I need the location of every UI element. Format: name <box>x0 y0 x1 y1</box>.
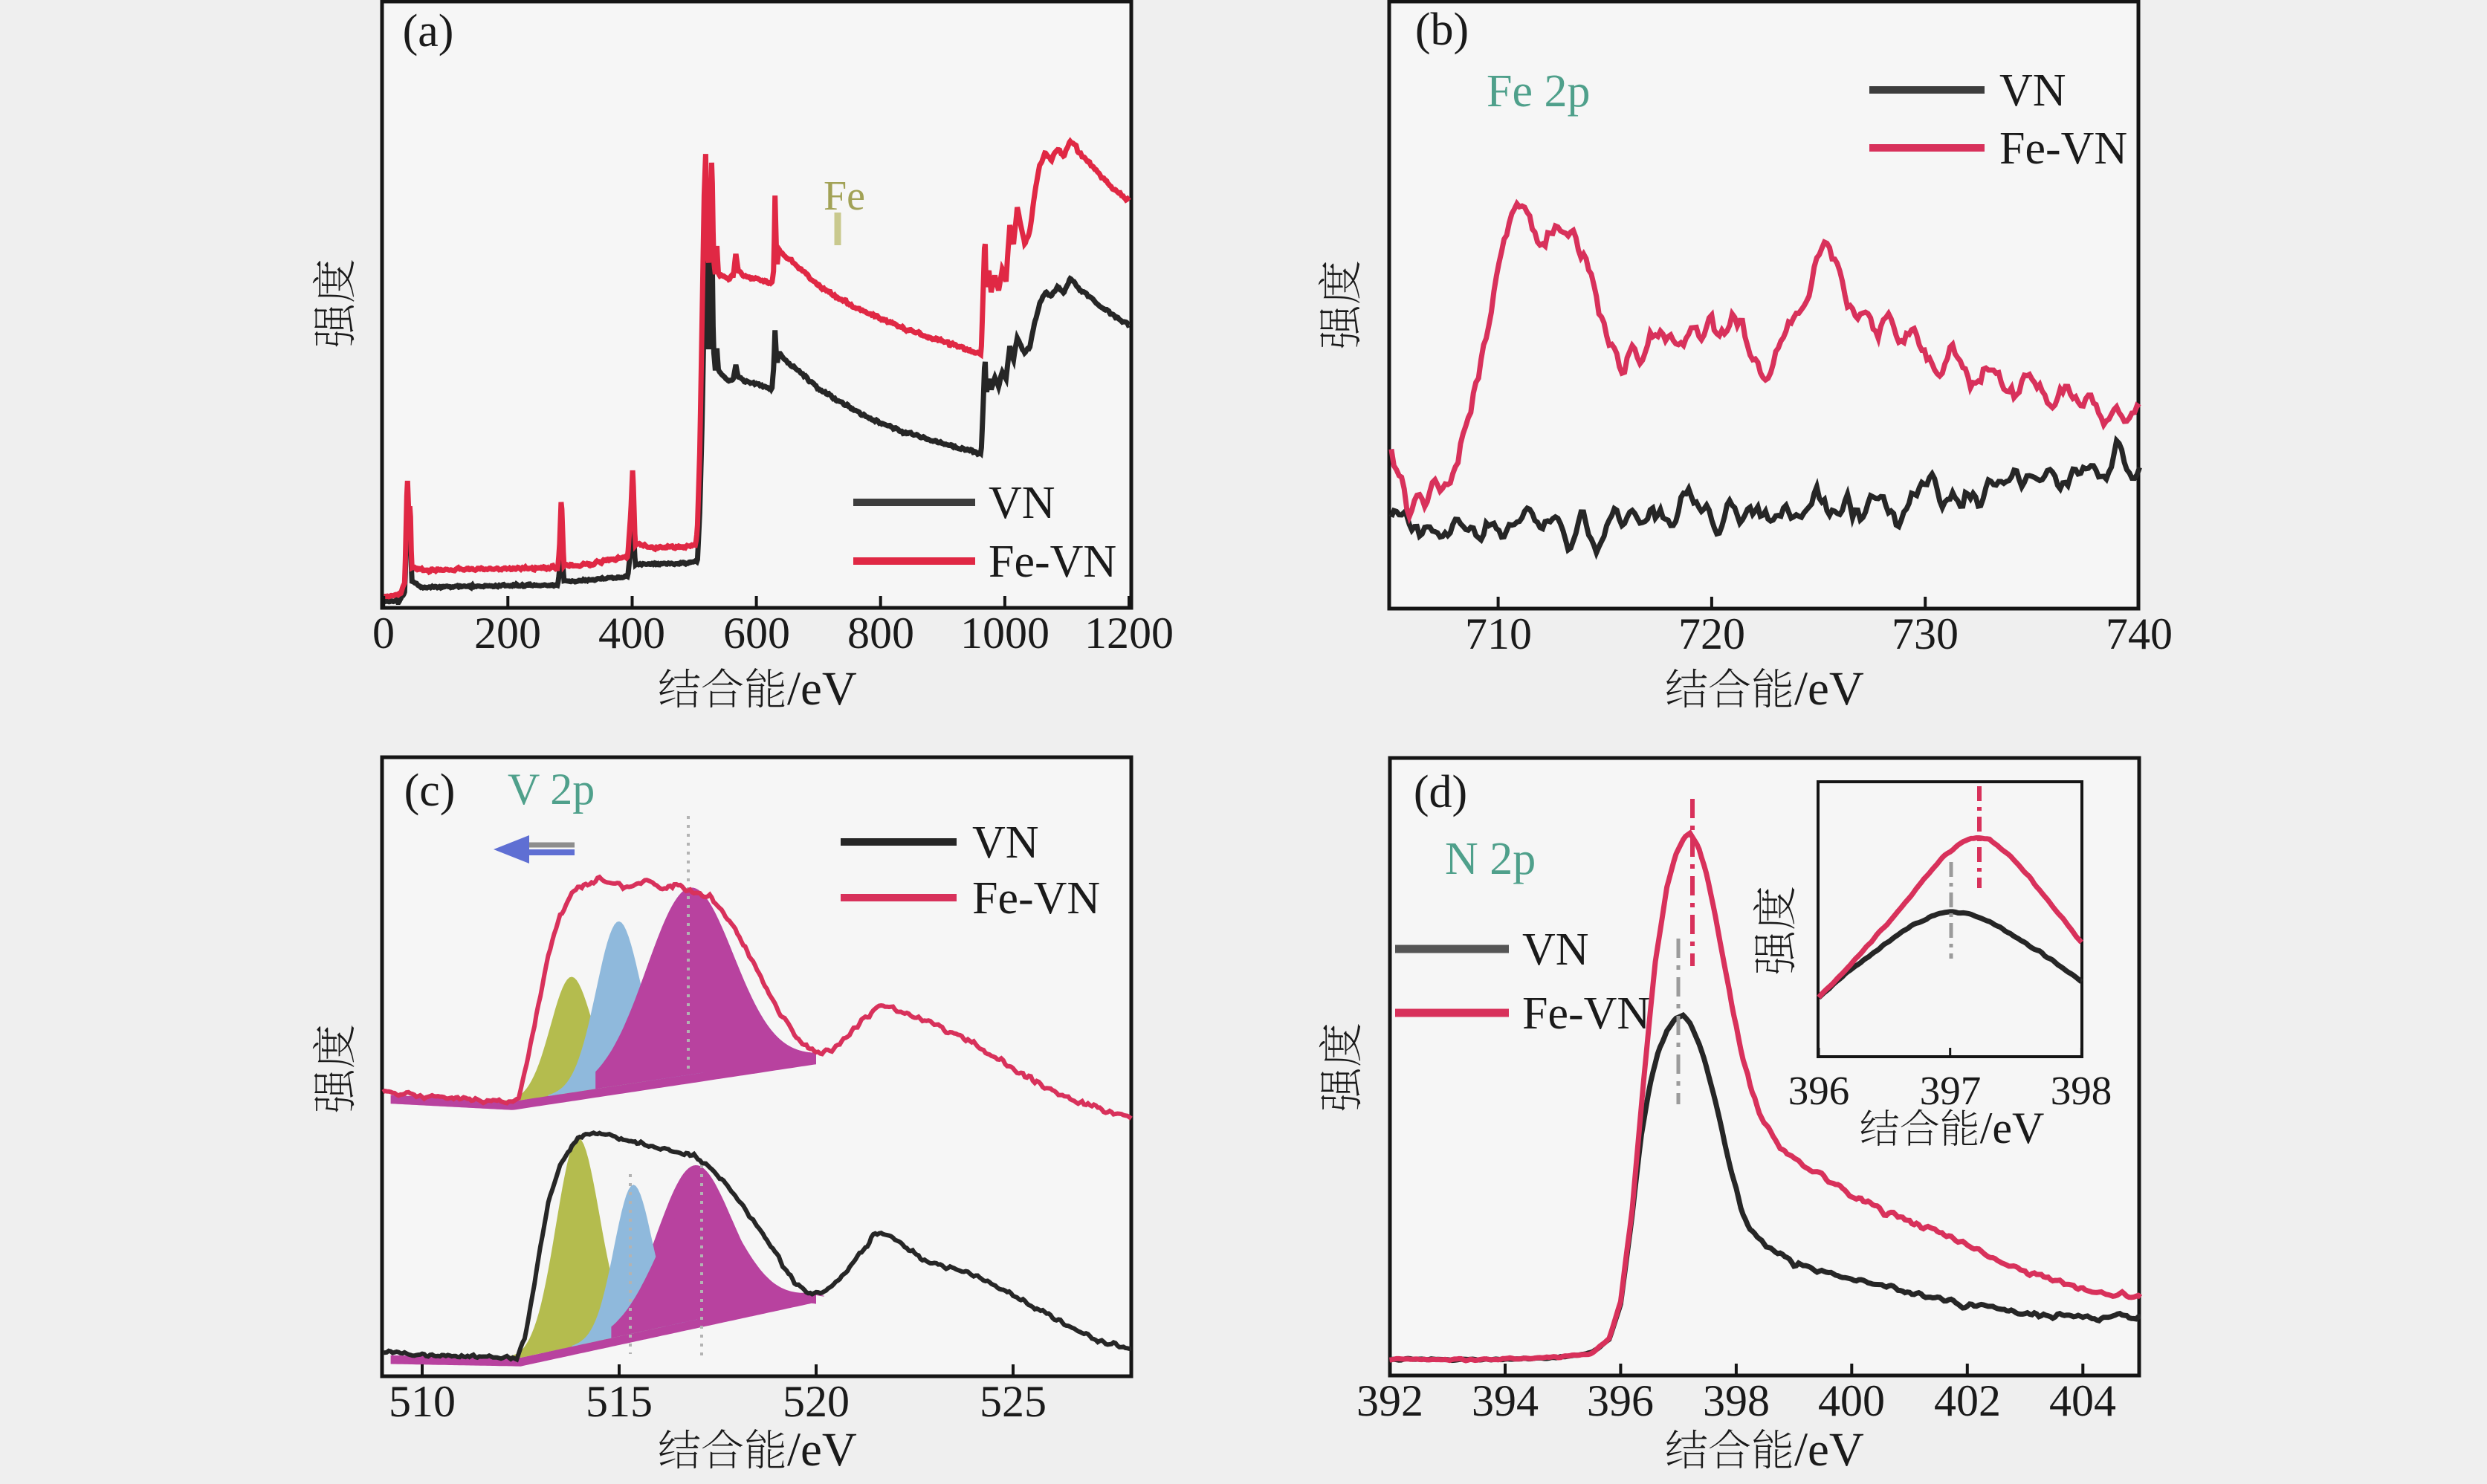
svg-text:Fe-VN: Fe-VN <box>1999 123 2127 174</box>
svg-text:VN: VN <box>1999 65 2066 116</box>
svg-text:200: 200 <box>474 609 541 658</box>
svg-text:1200: 1200 <box>1084 609 1174 658</box>
svg-text:(d): (d) <box>1414 767 1467 817</box>
svg-text:800: 800 <box>847 609 914 658</box>
svg-text:396: 396 <box>1587 1376 1654 1425</box>
svg-text:/eV: /eV <box>787 662 857 716</box>
svg-text:VN: VN <box>989 478 1055 528</box>
svg-text:397: 397 <box>1920 1068 1982 1113</box>
svg-text:398: 398 <box>1703 1376 1770 1425</box>
svg-text:1000: 1000 <box>960 609 1050 658</box>
svg-text:/eV: /eV <box>1794 1423 1864 1477</box>
svg-text:402: 402 <box>1934 1376 2001 1425</box>
svg-text:396: 396 <box>1788 1068 1850 1113</box>
svg-text:(a): (a) <box>403 6 454 56</box>
svg-text:404: 404 <box>2049 1376 2116 1425</box>
svg-text:720: 720 <box>1678 609 1745 658</box>
svg-text:Fe: Fe <box>824 173 865 219</box>
svg-text:400: 400 <box>598 609 665 658</box>
svg-text:515: 515 <box>586 1377 653 1426</box>
svg-text:730: 730 <box>1892 609 1959 658</box>
svg-text:740: 740 <box>2106 609 2173 658</box>
svg-text:/eV: /eV <box>1980 1104 2045 1153</box>
svg-text:/eV: /eV <box>787 1423 857 1477</box>
svg-text:710: 710 <box>1465 609 1532 658</box>
svg-text:510: 510 <box>389 1377 456 1426</box>
svg-text:Fe-VN: Fe-VN <box>989 537 1116 587</box>
svg-text:(b): (b) <box>1415 4 1469 55</box>
svg-text:Fe-VN: Fe-VN <box>972 873 1100 924</box>
svg-text:394: 394 <box>1472 1376 1539 1425</box>
svg-text:520: 520 <box>783 1377 850 1426</box>
svg-text:V 2p: V 2p <box>508 765 595 814</box>
svg-text:/eV: /eV <box>1794 662 1864 716</box>
svg-text:Fe 2p: Fe 2p <box>1487 66 1591 117</box>
svg-text:Fe-VN: Fe-VN <box>1522 988 1650 1039</box>
svg-text:600: 600 <box>723 609 790 658</box>
svg-text:392: 392 <box>1356 1376 1423 1425</box>
svg-text:398: 398 <box>2051 1068 2112 1113</box>
svg-text:0: 0 <box>372 609 395 658</box>
svg-text:(c): (c) <box>404 765 456 816</box>
svg-text:525: 525 <box>980 1377 1047 1426</box>
svg-text:VN: VN <box>972 817 1039 868</box>
svg-text:400: 400 <box>1818 1376 1885 1425</box>
svg-text:VN: VN <box>1522 924 1589 975</box>
svg-text:N 2p: N 2p <box>1445 834 1536 884</box>
